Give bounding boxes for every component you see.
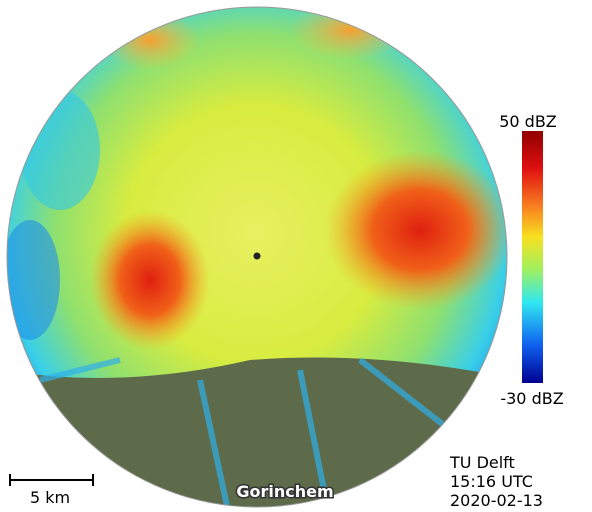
time: 15:16 UTC [450,472,533,491]
scale-label: 5 km [30,488,70,507]
colorbar-max: 50 dBZ [499,112,557,131]
date: 2020-02-13 [450,491,543,510]
source: TU Delft [449,453,515,472]
place-label: Gorinchem [236,482,333,501]
colorbar [522,131,543,383]
scale-bar [9,474,94,486]
radar-site [253,252,261,260]
colorbar-min: -30 dBZ [500,389,563,408]
